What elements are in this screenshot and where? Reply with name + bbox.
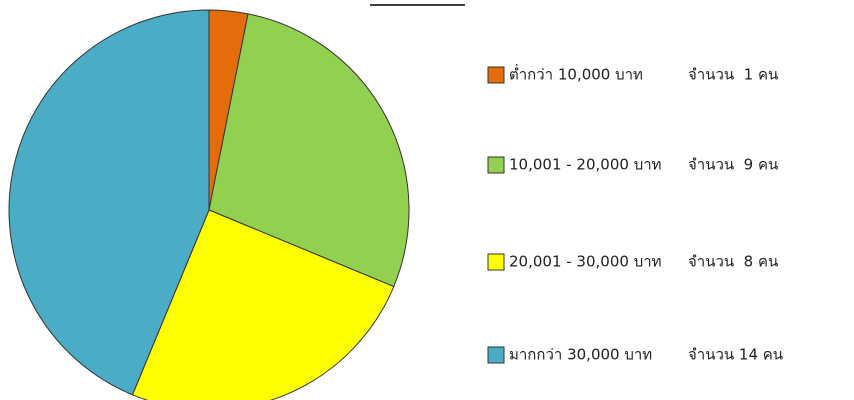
pie-slice bbox=[208, 13, 410, 288]
value-label: จำนวน 1 คน bbox=[688, 66, 778, 84]
pie-slice bbox=[8, 9, 210, 396]
legend-swatch bbox=[487, 66, 505, 84]
legend-swatch bbox=[487, 253, 505, 271]
legend-label: 20,001 - 30,000 บาท bbox=[509, 253, 662, 271]
legend-label: 10,001 - 20,000 บาท bbox=[509, 156, 662, 174]
value-label: จำนวน 14 คน bbox=[688, 346, 783, 364]
legend-label: มากกว่า 30,000 บาท bbox=[509, 346, 652, 364]
value-label: จำนวน 8 คน bbox=[688, 253, 778, 271]
legend-label: ต่ำกว่า 10,000 บาท bbox=[509, 64, 643, 84]
value-label: จำนวน 9 คน bbox=[688, 156, 778, 174]
legend-swatch bbox=[487, 156, 505, 174]
legend-swatch bbox=[487, 346, 505, 364]
pie-slice bbox=[131, 209, 395, 400]
